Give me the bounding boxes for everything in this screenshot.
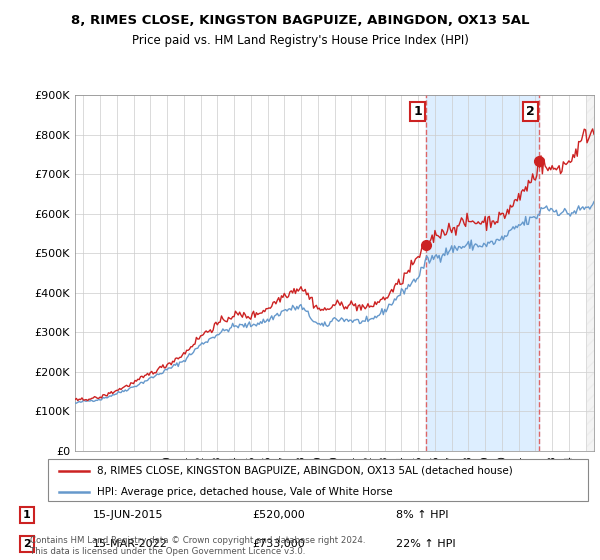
FancyBboxPatch shape	[48, 459, 588, 501]
Text: £733,000: £733,000	[252, 539, 305, 549]
Text: £520,000: £520,000	[252, 510, 305, 520]
Bar	[586, 95, 594, 451]
Text: 1: 1	[413, 105, 422, 118]
Text: 22% ↑ HPI: 22% ↑ HPI	[396, 539, 455, 549]
Text: 2: 2	[526, 105, 535, 118]
Text: 8% ↑ HPI: 8% ↑ HPI	[396, 510, 449, 520]
Text: 15-JUN-2015: 15-JUN-2015	[93, 510, 163, 520]
Text: 15-MAR-2022: 15-MAR-2022	[93, 539, 168, 549]
Text: Price paid vs. HM Land Registry's House Price Index (HPI): Price paid vs. HM Land Registry's House …	[131, 34, 469, 46]
Text: 8, RIMES CLOSE, KINGSTON BAGPUIZE, ABINGDON, OX13 5AL (detached house): 8, RIMES CLOSE, KINGSTON BAGPUIZE, ABING…	[97, 466, 512, 476]
Text: HPI: Average price, detached house, Vale of White Horse: HPI: Average price, detached house, Vale…	[97, 487, 392, 497]
Text: 8, RIMES CLOSE, KINGSTON BAGPUIZE, ABINGDON, OX13 5AL: 8, RIMES CLOSE, KINGSTON BAGPUIZE, ABING…	[71, 14, 529, 27]
Text: 2: 2	[23, 539, 31, 549]
Text: 1: 1	[23, 510, 31, 520]
Bar	[426, 95, 539, 451]
Text: Contains HM Land Registry data © Crown copyright and database right 2024.
This d: Contains HM Land Registry data © Crown c…	[30, 536, 365, 556]
